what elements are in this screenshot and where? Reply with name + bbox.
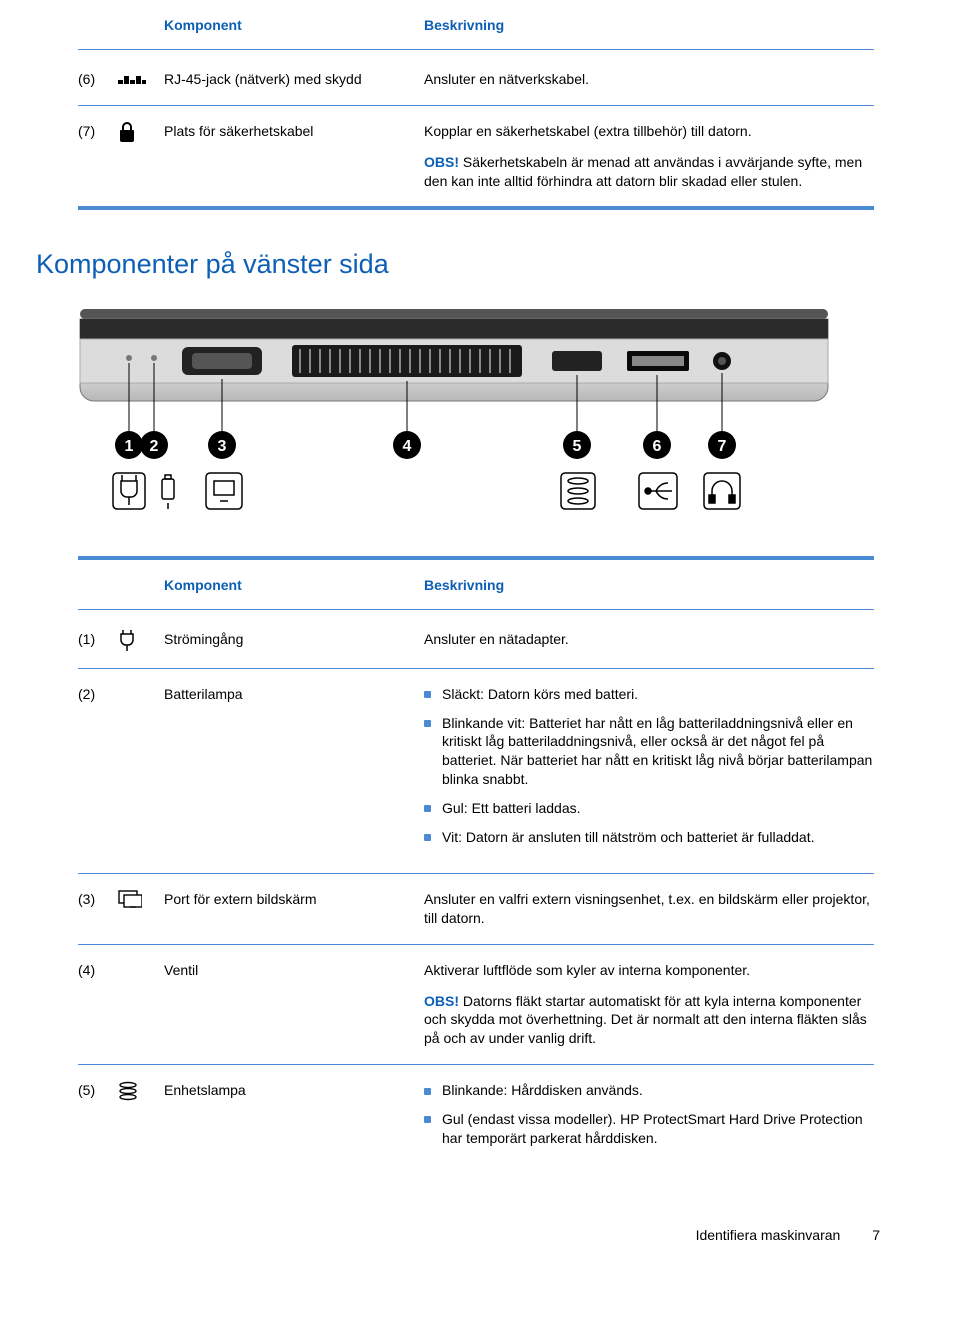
list-item: Blinkande: Hårddisken används. [424,1081,874,1100]
table-row: (1) Strömingång Ansluter en nätadapter. [72,622,880,660]
rule-thin [78,609,874,610]
row-desc: Blinkande: Hårddisken används. Gul (enda… [418,1073,880,1166]
row-num: (3) [72,882,112,936]
row-num: (2) [72,677,112,865]
desc-line: Kopplar en säkerhetskabel (extra tillbeh… [424,122,874,141]
header-description: Beskrivning [418,572,880,601]
row-name: RJ-45-jack (nätverk) med skydd [158,62,418,97]
obs-text: Säkerhetskabeln är menad att användas i … [424,154,862,189]
list-item: Vit: Datorn är ansluten till nätström oc… [424,828,874,847]
row-num: (7) [72,114,112,199]
list-item: Gul: Ett batteri laddas. [424,799,874,818]
row-name: Strömingång [158,622,418,660]
rule-thin [78,49,874,50]
power-plug-icon [112,622,158,660]
rule-thin [78,873,874,874]
components-top-table: Komponent Beskrivning (6) RJ-45-jack (nä… [72,12,880,218]
table-header-row: Komponent Beskrivning [72,572,880,601]
list-item: Släckt: Datorn körs med batteri. [424,685,874,704]
row-name: Enhetslampa [158,1073,418,1166]
row-desc: Ansluter en nätverkskabel. [418,62,880,97]
obs-label: OBS! [424,993,459,1009]
row-num: (5) [72,1073,112,1166]
rule-thin [78,105,874,106]
footer-section: Identifiera maskinvaran [696,1227,841,1243]
svg-text:6: 6 [653,438,662,455]
row-num: (1) [72,622,112,660]
rule-thick [78,556,874,560]
table-row: (3) Port för extern bildskärm Ansluter e… [72,882,880,936]
svg-text:1: 1 [125,438,134,455]
row-name: Port för extern bildskärm [158,882,418,936]
svg-text:2: 2 [150,438,159,455]
svg-text:7: 7 [718,438,727,455]
rule-thin [78,944,874,945]
header-description: Beskrivning [418,12,880,41]
table-row: (2) Batterilampa Släckt: Datorn körs med… [72,677,880,865]
table-row: (5) Enhetslampa Blinkande: Hårddisken an… [72,1073,880,1166]
lock-icon [112,114,158,199]
row-name: Ventil [158,953,418,1057]
section-heading: Komponenter på vänster sida [36,246,880,282]
header-component: Komponent [158,572,418,601]
list-item: Gul (endast vissa modeller). HP ProtectS… [424,1110,874,1148]
row-num: (6) [72,62,112,97]
svg-text:3: 3 [218,438,227,455]
rule-thin [78,668,874,669]
components-left-table: Komponent Beskrivning (1) Strömingång An… [72,548,880,1166]
header-component: Komponent [158,12,418,41]
desc-line: Aktiverar luftflöde som kyler av interna… [424,961,874,980]
svg-text:5: 5 [573,438,582,455]
table-header-row: Komponent Beskrivning [72,12,880,41]
row-num: (4) [72,953,112,1057]
row-desc: Ansluter en valfri extern visningsenhet,… [418,882,880,936]
obs-text: Datorns fläkt startar automatiskt för at… [424,993,867,1047]
list-item: Blinkande vit: Batteriet har nått en låg… [424,714,874,790]
footer-page-number: 7 [872,1227,880,1243]
obs-label: OBS! [424,154,459,170]
external-monitor-icon [112,882,158,936]
table-row: (6) RJ-45-jack (nätverk) med skydd Anslu… [72,62,880,97]
row-name: Batterilampa [158,677,418,865]
row-desc: Släckt: Datorn körs med batteri. Blinkan… [418,677,880,865]
rule-thick [78,206,874,210]
laptop-side-figure: 1 2 3 4 5 6 7 [72,301,880,526]
rj45-icon [112,62,158,97]
row-name: Plats för säkerhetskabel [158,114,418,199]
row-desc: Kopplar en säkerhetskabel (extra tillbeh… [418,114,880,199]
svg-text:4: 4 [403,438,412,455]
row-desc: Aktiverar luftflöde som kyler av interna… [418,953,880,1057]
table-row: (7) Plats för säkerhetskabel Kopplar en … [72,114,880,199]
drive-stack-icon [112,1073,158,1166]
table-row: (4) Ventil Aktiverar luftflöde som kyler… [72,953,880,1057]
page-footer: Identifiera maskinvaran 7 [72,1226,880,1245]
row-desc: Ansluter en nätadapter. [418,622,880,660]
rule-thin [78,1064,874,1065]
